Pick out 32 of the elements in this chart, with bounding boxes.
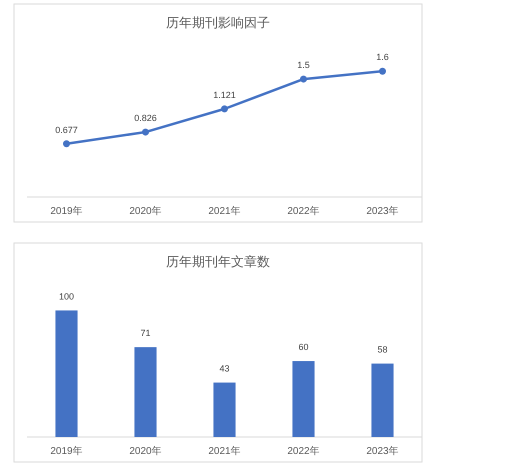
x-tick-label: 2023年	[366, 445, 399, 457]
data-label: 0.826	[134, 113, 157, 124]
data-label: 58	[377, 344, 388, 355]
x-tick-label: 2021年	[208, 205, 241, 217]
bar	[213, 382, 236, 437]
bar	[292, 361, 315, 437]
x-tick-label: 2022年	[287, 445, 320, 457]
chart-title: 历年期刊影响因子	[166, 15, 270, 30]
x-tick-label: 2019年	[50, 205, 83, 217]
bar	[134, 347, 157, 437]
point	[379, 68, 386, 75]
data-label: 60	[298, 342, 309, 352]
data-label: 100	[58, 291, 74, 302]
point	[63, 140, 70, 148]
x-tick-label: 2022年	[287, 205, 320, 217]
bar	[371, 364, 394, 437]
x-tick-label: 2020年	[129, 205, 162, 217]
bar	[55, 310, 78, 437]
data-label: 1.121	[213, 90, 236, 100]
data-label: 0.677	[55, 124, 78, 135]
point	[142, 128, 149, 136]
data-label: 1.5	[297, 60, 310, 70]
data-label: 71	[140, 328, 151, 338]
chart-title: 历年期刊年文章数	[166, 254, 270, 269]
data-label: 43	[219, 364, 230, 374]
data-label: 1.6	[376, 52, 389, 62]
x-tick-label: 2021年	[208, 445, 241, 457]
point	[221, 105, 228, 112]
point	[300, 76, 307, 83]
x-tick-label: 2019年	[50, 445, 83, 457]
x-tick-label: 2020年	[129, 445, 162, 457]
x-tick-label: 2023年	[366, 205, 399, 217]
